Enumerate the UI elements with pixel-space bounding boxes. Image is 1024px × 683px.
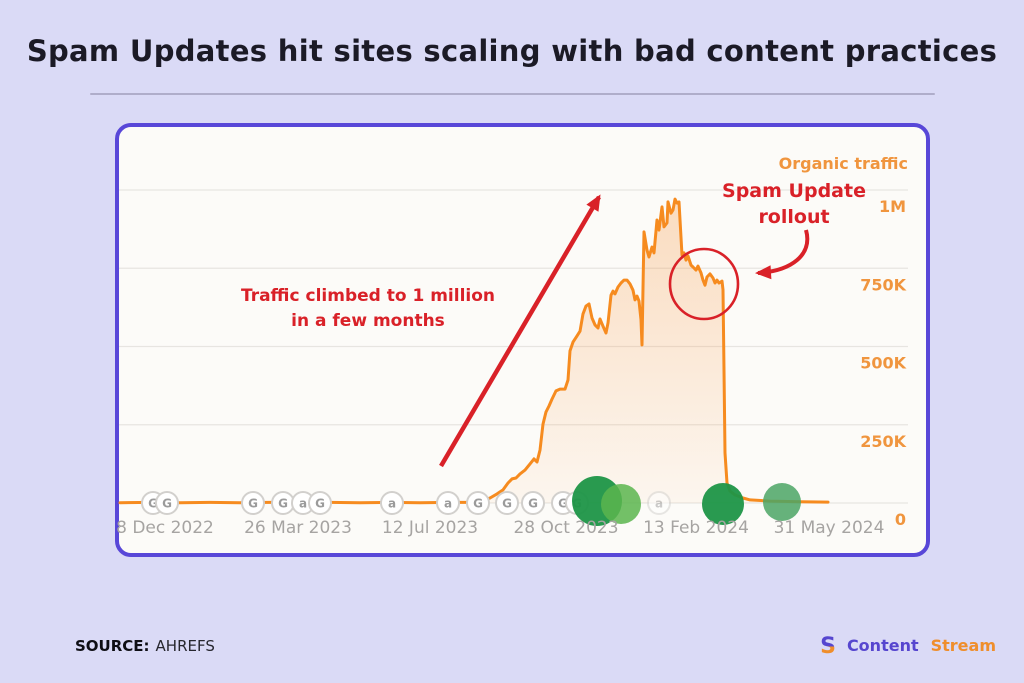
x-tick-label: 26 Mar 2023 xyxy=(244,518,352,538)
update-badge-circle xyxy=(155,491,179,515)
update-badge-a: a xyxy=(436,491,460,515)
update-badge-g: G xyxy=(271,491,295,515)
rollout-circle xyxy=(668,247,740,321)
update-badge-g: G xyxy=(308,491,332,515)
x-tick-label: 31 May 2024 xyxy=(774,518,885,538)
x-tick-label: 12 Jul 2023 xyxy=(382,518,478,538)
update-badge-circle xyxy=(521,491,545,515)
traffic-area xyxy=(120,199,828,503)
update-badge-circle xyxy=(241,491,265,515)
update-badge-a: a xyxy=(380,491,404,515)
y-tick-label: 0 xyxy=(895,510,906,529)
update-badge-circle xyxy=(495,491,519,515)
update-badge-g: G xyxy=(241,491,265,515)
update-badge-g: G xyxy=(521,491,545,515)
update-badge-g: G xyxy=(155,491,179,515)
event-marker-dot xyxy=(763,483,801,521)
event-marker-dot xyxy=(601,484,641,524)
traffic-note-line2: in a few months xyxy=(291,311,445,331)
update-badge-letter: a xyxy=(388,497,396,511)
x-tick-label: 13 Feb 2024 xyxy=(643,518,749,538)
event-marker-dot xyxy=(702,483,744,525)
brand-name-secondary: Stream xyxy=(930,635,996,655)
update-badge-letter: G xyxy=(248,497,258,511)
source-attribution: SOURCE: AHREFS xyxy=(75,637,215,655)
update-badge-circle xyxy=(308,491,332,515)
update-badge-letter: G xyxy=(315,497,325,511)
rollout-note-line2: rollout xyxy=(758,206,830,228)
update-badge-letter: G xyxy=(528,497,538,511)
update-badge-letter: a xyxy=(444,497,452,511)
update-badge-circle xyxy=(380,491,404,515)
update-badge-letter: a xyxy=(655,497,663,511)
source-value: AHREFS xyxy=(155,637,215,655)
svg-text:S: S xyxy=(820,634,836,657)
update-badge-letter: G xyxy=(278,497,288,511)
update-badge-letter: a xyxy=(299,497,307,511)
traffic-note-line1: Traffic climbed to 1 million xyxy=(240,286,496,306)
growth-arrow xyxy=(439,194,601,468)
update-badge-letter: G xyxy=(148,497,158,511)
update-badge-g: G xyxy=(495,491,519,515)
update-badge-letter: G xyxy=(162,497,172,511)
rollout-arrow xyxy=(755,229,810,280)
update-badge-circle xyxy=(436,491,460,515)
update-badge-a: a xyxy=(647,491,671,515)
page-title: Spam Updates hit sites scaling with bad … xyxy=(26,34,998,68)
update-badge-g: G xyxy=(466,491,490,515)
x-tick-label: 8 Dec 2022 xyxy=(116,518,214,538)
title-divider xyxy=(90,93,935,95)
update-badge-letter: G xyxy=(473,497,483,511)
y-tick-label: 250K xyxy=(860,432,906,451)
x-tick-label: 28 Oct 2023 xyxy=(513,518,618,538)
update-badge-circle xyxy=(466,491,490,515)
update-badge-letter: G xyxy=(502,497,512,511)
traffic-line xyxy=(118,197,830,505)
legend-organic-traffic: Organic traffic xyxy=(778,154,908,173)
rollout-note-line1: Spam Update xyxy=(722,180,866,202)
y-tick-label: 750K xyxy=(860,275,906,294)
y-tick-label: 500K xyxy=(860,354,906,373)
update-badge-circle xyxy=(647,491,671,515)
update-badge-letter: G xyxy=(558,497,568,511)
brand-logo: S Content Stream xyxy=(816,633,996,657)
y-tick-label: 1M xyxy=(879,197,906,216)
content-stream-icon: S xyxy=(820,634,836,657)
annotation-shapes xyxy=(439,194,810,468)
source-label: SOURCE: xyxy=(75,637,150,655)
brand-name-primary: Content xyxy=(846,635,919,655)
